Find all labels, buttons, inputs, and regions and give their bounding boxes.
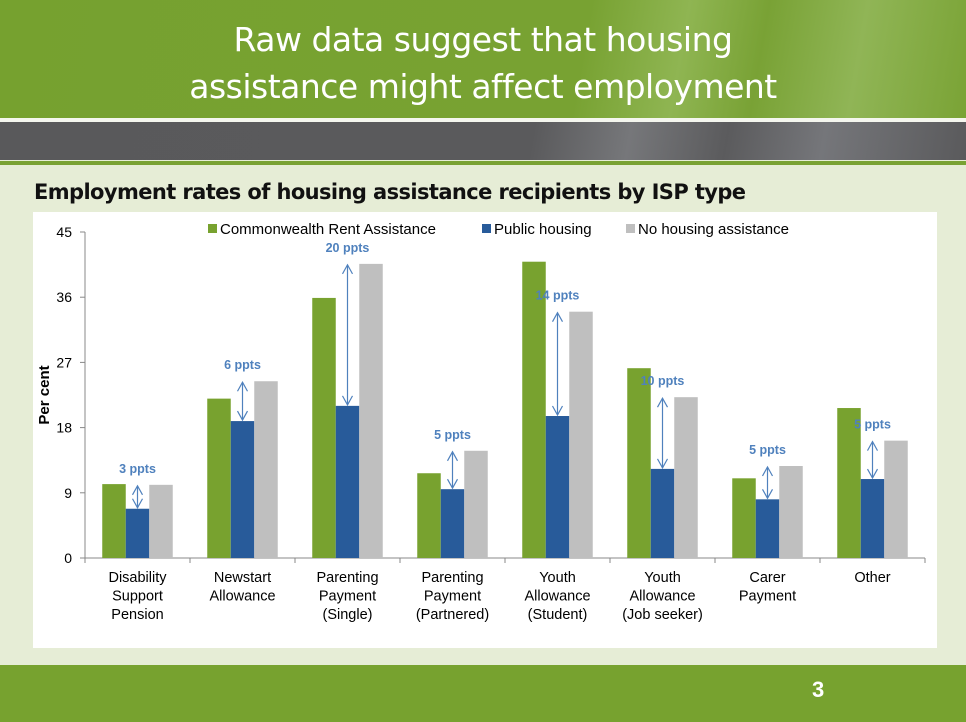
gap-label: 6 ppts bbox=[224, 358, 261, 372]
x-tick-label: (Single) bbox=[323, 607, 373, 623]
x-tick-label: Newstart bbox=[214, 570, 271, 586]
bar-public-housing bbox=[545, 416, 570, 558]
bar-no-assistance bbox=[569, 311, 593, 558]
arrow-head-down bbox=[131, 498, 144, 509]
arrow-head-up bbox=[551, 311, 564, 322]
y-tick-label: 0 bbox=[64, 550, 72, 566]
x-tick-label: (Partnered) bbox=[416, 607, 489, 623]
bar-cra bbox=[627, 368, 651, 558]
chart-title: Employment rates of housing assistance r… bbox=[34, 180, 746, 204]
legend-swatch bbox=[482, 224, 491, 233]
gap-label: 10 ppts bbox=[641, 374, 685, 388]
bar-no-assistance bbox=[674, 397, 698, 558]
x-tick-label: Parenting bbox=[316, 570, 378, 586]
page-number: 3 bbox=[812, 677, 825, 702]
bar-public-housing bbox=[335, 405, 360, 558]
arrow-head-up bbox=[761, 465, 774, 477]
bar-public-housing bbox=[230, 421, 255, 558]
gap-label: 5 ppts bbox=[434, 428, 471, 442]
bar-no-assistance bbox=[464, 450, 488, 558]
bar-public-housing bbox=[860, 479, 885, 558]
arrow-head-up bbox=[341, 263, 354, 275]
bar-cra bbox=[312, 297, 336, 558]
x-tick-label: (Job seeker) bbox=[622, 607, 703, 623]
x-tick-label: Disability bbox=[108, 570, 167, 586]
arrow-head-up bbox=[656, 396, 669, 408]
x-tick-label: (Student) bbox=[528, 607, 588, 623]
bar-public-housing bbox=[125, 508, 150, 558]
y-tick-label: 27 bbox=[56, 354, 72, 370]
bar-cra bbox=[102, 484, 126, 558]
bar-cra bbox=[732, 478, 756, 558]
bar-cra bbox=[522, 261, 546, 558]
x-tick-label: Youth bbox=[539, 570, 576, 586]
slide-header: Raw data suggest that housing assistance… bbox=[0, 0, 966, 118]
x-tick-label: Support bbox=[112, 589, 163, 605]
y-tick-label: 45 bbox=[56, 224, 72, 240]
arrow-head-down bbox=[866, 468, 879, 480]
x-tick-label: Payment bbox=[319, 589, 376, 605]
bar-public-housing bbox=[650, 468, 675, 558]
gap-label: 20 ppts bbox=[326, 241, 370, 255]
bar-cra bbox=[417, 473, 441, 558]
x-tick-label: Allowance bbox=[629, 589, 695, 605]
x-tick-label: Allowance bbox=[209, 589, 275, 605]
x-tick-label: Carer bbox=[749, 570, 785, 586]
bar-no-assistance bbox=[359, 263, 383, 558]
chart-panel bbox=[33, 212, 937, 648]
legend-swatch bbox=[208, 224, 217, 233]
divider-white bbox=[0, 118, 966, 122]
x-tick-label: Youth bbox=[644, 570, 681, 586]
bar-cra bbox=[837, 408, 861, 558]
title-line-2: assistance might affect employment bbox=[189, 67, 777, 106]
arrow-head-down bbox=[446, 478, 459, 490]
arrow-head-up bbox=[236, 381, 249, 392]
x-tick-label: Payment bbox=[424, 589, 481, 605]
arrow-head-down bbox=[236, 410, 249, 422]
arrow-head-down bbox=[761, 489, 774, 500]
legend-label: No housing assistance bbox=[638, 221, 789, 238]
gap-label: 3 ppts bbox=[119, 462, 156, 476]
bar-no-assistance bbox=[254, 381, 278, 558]
arrow-head-down bbox=[656, 458, 669, 470]
arrow-head-down bbox=[341, 395, 354, 407]
bar-public-housing bbox=[755, 499, 780, 558]
bar-cra bbox=[207, 398, 231, 558]
slide-footer bbox=[0, 665, 966, 722]
arrow-head-up bbox=[446, 450, 459, 462]
y-axis-label: Per cent bbox=[36, 365, 53, 424]
bar-no-assistance bbox=[779, 465, 803, 558]
grey-band bbox=[0, 122, 966, 160]
legend-swatch bbox=[626, 224, 635, 233]
x-tick-label: Other bbox=[854, 570, 890, 586]
x-tick-label: Allowance bbox=[524, 589, 590, 605]
legend-label: Public housing bbox=[494, 221, 592, 238]
bar-no-assistance bbox=[149, 484, 173, 558]
slide-title: Raw data suggest that housing assistance… bbox=[0, 16, 966, 110]
arrow-head-up bbox=[866, 440, 879, 451]
divider-green bbox=[0, 161, 966, 165]
gap-label: 5 ppts bbox=[854, 418, 891, 432]
legend-label: Commonwealth Rent Assistance bbox=[220, 221, 436, 238]
bar-public-housing bbox=[440, 489, 465, 558]
title-line-1: Raw data suggest that housing bbox=[233, 20, 733, 59]
x-tick-label: Pension bbox=[111, 607, 163, 623]
arrow-head-up bbox=[131, 484, 144, 496]
gap-label: 5 ppts bbox=[749, 443, 786, 457]
y-tick-label: 9 bbox=[64, 485, 72, 501]
bar-no-assistance bbox=[884, 440, 908, 558]
y-tick-label: 18 bbox=[56, 420, 72, 436]
y-tick-label: 36 bbox=[56, 289, 72, 305]
x-tick-label: Payment bbox=[739, 589, 796, 605]
arrow-head-down bbox=[551, 405, 564, 417]
gap-label: 14 ppts bbox=[536, 289, 580, 303]
x-tick-label: Parenting bbox=[421, 570, 483, 586]
